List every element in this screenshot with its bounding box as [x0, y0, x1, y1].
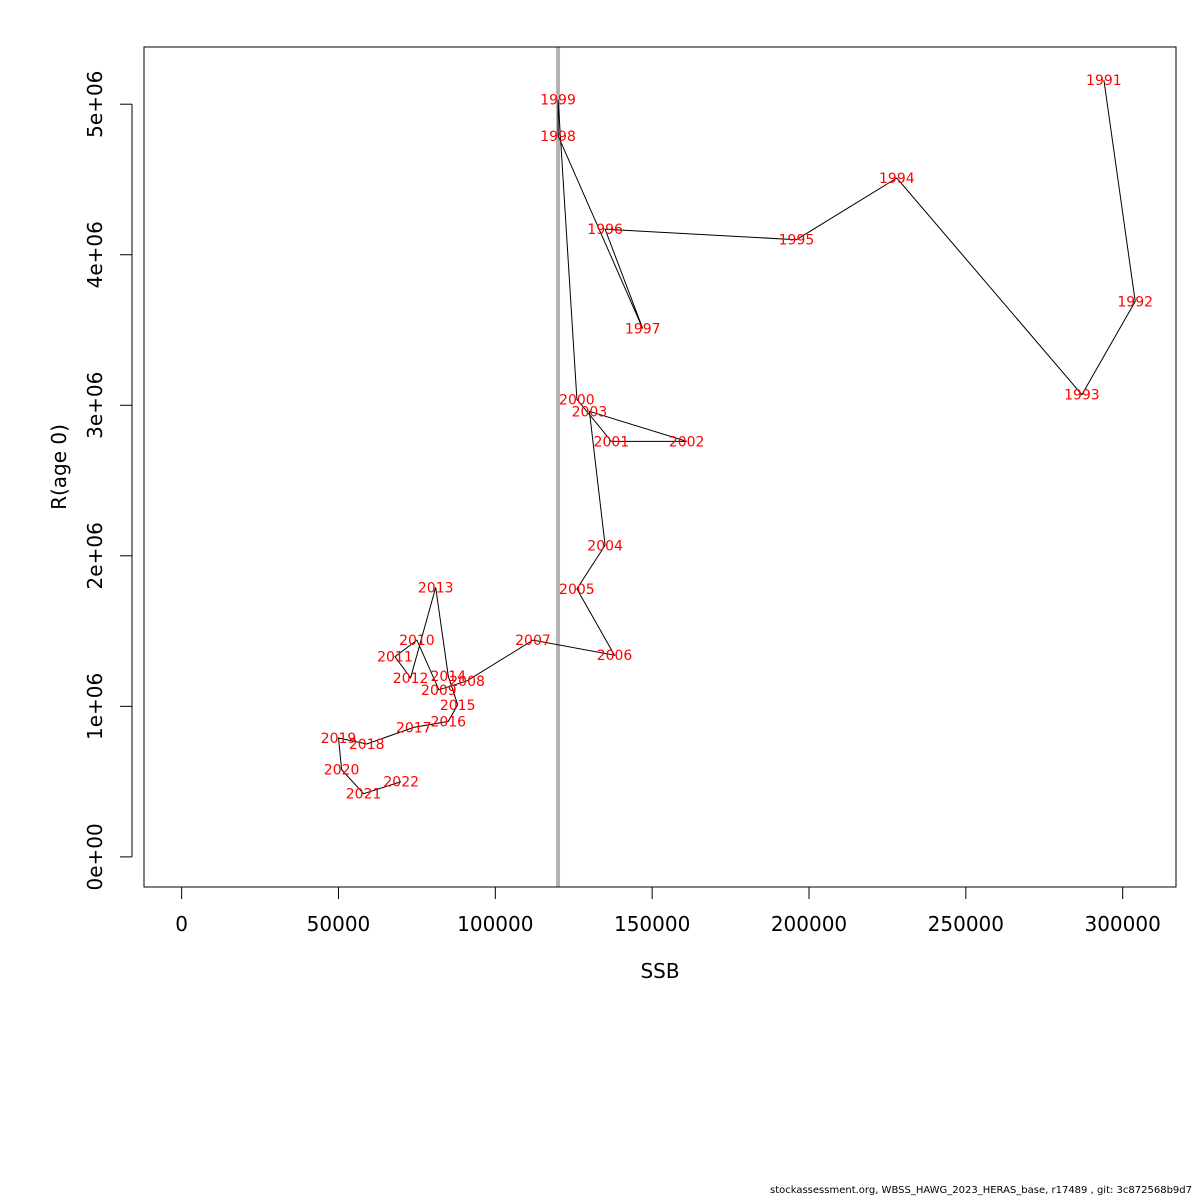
- point-label-1992: 1992: [1117, 294, 1153, 310]
- point-label-1993: 1993: [1064, 388, 1100, 404]
- point-label-1997: 1997: [625, 322, 661, 338]
- point-label-1995: 1995: [779, 233, 815, 249]
- point-label-2008: 2008: [449, 674, 485, 690]
- point-label-2019: 2019: [321, 731, 357, 747]
- x-tick-label: 100000: [457, 912, 533, 936]
- point-label-1996: 1996: [587, 222, 623, 238]
- point-label-2015: 2015: [440, 698, 476, 714]
- point-label-1994: 1994: [879, 171, 915, 187]
- point-label-2007: 2007: [515, 633, 551, 649]
- y-tick-label: 0e+00: [83, 823, 107, 890]
- point-label-2005: 2005: [559, 582, 595, 598]
- x-tick-label: 0: [175, 912, 188, 936]
- point-label-2009: 2009: [421, 683, 457, 699]
- point-label-2011: 2011: [377, 650, 413, 666]
- point-label-2003: 2003: [572, 404, 608, 420]
- point-label-2004: 2004: [587, 538, 623, 554]
- point-label-2002: 2002: [669, 434, 705, 450]
- point-label-2022: 2022: [383, 775, 419, 791]
- x-tick-label: 150000: [614, 912, 690, 936]
- x-tick-label: 200000: [771, 912, 847, 936]
- point-label-1991: 1991: [1086, 73, 1122, 89]
- plot-frame: [143, 46, 1177, 888]
- x-tick-label: 50000: [307, 912, 371, 936]
- y-tick-label: 5e+06: [83, 71, 107, 138]
- y-tick-label: 2e+06: [83, 522, 107, 589]
- point-label-2012: 2012: [393, 671, 429, 687]
- point-label-2000: 2000: [559, 392, 595, 408]
- point-label-2010: 2010: [399, 633, 435, 649]
- x-tick-label: 250000: [928, 912, 1004, 936]
- point-label-2006: 2006: [597, 648, 633, 664]
- y-tick-label: 1e+06: [83, 673, 107, 740]
- recruitment-series: [337, 80, 1136, 795]
- footer-source-note: stockassessment.org, WBSS_HAWG_2023_HERA…: [769, 1185, 1192, 1196]
- point-label-2013: 2013: [418, 580, 454, 596]
- x-axis: 0 50000 100000 150000 200000 250000 300000: [175, 886, 1161, 936]
- point-label-2014: 2014: [430, 669, 466, 685]
- point-label-2017: 2017: [396, 720, 432, 736]
- y-axis: 0e+00 1e+06 2e+06 3e+06 4e+06 5e+06: [83, 71, 133, 891]
- x-axis-title: SSB: [640, 959, 679, 983]
- point-label-2016: 2016: [430, 714, 466, 730]
- y-tick-label: 4e+06: [83, 221, 107, 288]
- trajectory-line: [337, 80, 1136, 795]
- point-label-1999: 1999: [540, 93, 576, 109]
- point-label-2021: 2021: [346, 787, 382, 803]
- x-tick-label: 300000: [1084, 912, 1160, 936]
- point-label-2020: 2020: [324, 763, 360, 779]
- point-label-2018: 2018: [349, 737, 385, 753]
- point-label-1998: 1998: [540, 129, 576, 145]
- y-tick-label: 3e+06: [83, 372, 107, 439]
- y-axis-title: R(age 0): [47, 424, 71, 510]
- point-label-2001: 2001: [594, 434, 630, 450]
- year-labels: 1991 1992 1993 1994 1995 1996 1997 1998 1999 2000…: [321, 73, 1153, 803]
